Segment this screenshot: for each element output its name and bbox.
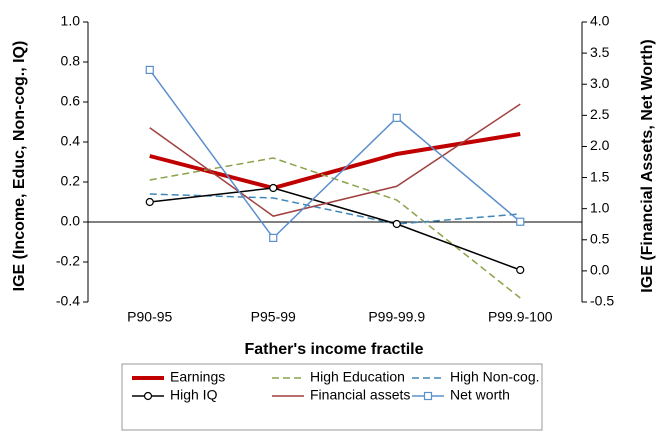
y-tick-label: -0.4 <box>56 293 80 309</box>
y-tick-label: 0.2 <box>61 173 81 189</box>
y2-tick-label: 3.5 <box>590 44 610 60</box>
y-tick-label: 0.4 <box>61 133 81 149</box>
series-line <box>149 187 521 271</box>
legend-marker <box>423 391 433 401</box>
x-tick-label: P95-99 <box>251 309 296 325</box>
x-tick-label: P90-95 <box>127 309 172 325</box>
point-marker <box>145 65 154 75</box>
point-marker <box>269 233 278 243</box>
y2-tick-label: 1.5 <box>590 168 610 184</box>
y2-axis-title: IGE (Financial Assets, Net Worth) <box>639 39 656 292</box>
y-tick-label: 0.8 <box>61 53 81 69</box>
point-marker <box>145 197 154 207</box>
legend-label: Net worth <box>450 387 510 403</box>
legend-label: High Education <box>310 369 405 385</box>
y2-tick-label: 4.0 <box>590 13 610 29</box>
series-line <box>149 69 521 240</box>
series-line <box>149 193 521 225</box>
series-line <box>149 132 521 191</box>
series-line <box>149 103 521 217</box>
legend-box <box>121 363 543 431</box>
y-axis-title: IGE (Income, Educ, Non-cog., IQ) <box>11 41 28 292</box>
legend-label: High IQ <box>170 387 218 403</box>
series-line <box>149 157 521 299</box>
legend-marker <box>143 391 153 401</box>
y2-tick-label: 2.5 <box>590 106 610 122</box>
legend-label: Financial assets <box>310 387 410 403</box>
point-marker <box>516 265 525 275</box>
x-axis-title: Father's income fractile <box>245 341 424 358</box>
y2-tick-label: -0.5 <box>590 293 614 309</box>
point-marker <box>516 217 525 226</box>
x-tick-label: P99-99.9 <box>368 309 425 325</box>
point-marker <box>269 183 278 193</box>
y2-tick-label: 1.0 <box>590 199 610 215</box>
point-marker <box>392 219 401 229</box>
legend-label: High Non-cog. <box>450 369 540 385</box>
y-tick-label: 1.0 <box>61 13 81 29</box>
y-tick-label: 0.0 <box>61 213 81 229</box>
y2-tick-label: 3.0 <box>590 75 610 91</box>
x-tick-label: P99.9-100 <box>488 309 553 325</box>
y2-tick-label: 2.0 <box>590 137 610 153</box>
y2-tick-label: 0.0 <box>590 262 610 278</box>
legend-label: Earnings <box>170 369 225 385</box>
point-marker <box>392 113 401 122</box>
y-tick-label: 0.6 <box>61 93 81 109</box>
y2-tick-label: 0.5 <box>590 230 610 246</box>
y-tick-label: -0.2 <box>56 253 80 269</box>
